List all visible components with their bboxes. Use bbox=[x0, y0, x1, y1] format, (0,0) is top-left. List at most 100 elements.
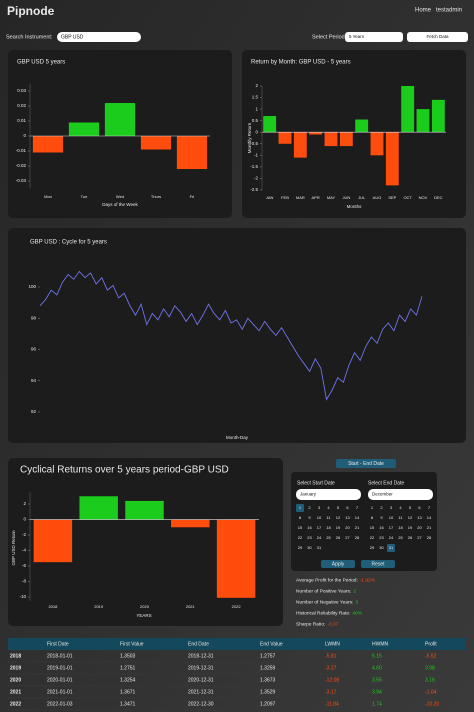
y-tick-label: 2 bbox=[23, 501, 26, 506]
y-tick-label: 0 bbox=[23, 133, 26, 138]
calendar-day: 23 bbox=[379, 535, 384, 540]
apply-label: Apply bbox=[332, 561, 345, 567]
stat-value: 40% bbox=[352, 610, 362, 616]
search-input[interactable] bbox=[57, 32, 141, 42]
y-tick-label: 2 bbox=[255, 83, 258, 88]
end-month-select[interactable] bbox=[368, 489, 433, 500]
calendar-day: 3 bbox=[318, 505, 321, 510]
panel bbox=[8, 458, 283, 626]
table-cell: -1.04 bbox=[425, 689, 437, 695]
stat-label: Number of Negative Years: bbox=[296, 599, 353, 605]
table-cell: 1.3529 bbox=[260, 689, 276, 695]
reset-button[interactable] bbox=[361, 560, 395, 568]
y-tick-label: -0.02 bbox=[16, 163, 27, 168]
x-tick-label: SEP bbox=[388, 195, 396, 200]
calendar-day: 30 bbox=[379, 545, 384, 550]
period-label: Select Period: bbox=[312, 34, 347, 40]
x-axis-label: YEARS bbox=[136, 613, 151, 618]
calendar-day: 19 bbox=[336, 525, 341, 530]
bar bbox=[216, 519, 256, 598]
bar bbox=[355, 119, 369, 133]
bar bbox=[309, 132, 323, 135]
calendar-day: 10 bbox=[389, 515, 394, 520]
search-label: Search Instrument: bbox=[6, 34, 53, 40]
calendar-day: 15 bbox=[370, 525, 375, 530]
calendar-day: 6 bbox=[418, 505, 421, 510]
bar bbox=[293, 132, 307, 158]
date-range-button[interactable] bbox=[336, 459, 396, 468]
calendar-day: 16 bbox=[379, 525, 384, 530]
x-tick-label: FEB bbox=[281, 195, 289, 200]
nav-link[interactable]: Home bbox=[415, 8, 432, 14]
calendar-day: 17 bbox=[389, 525, 394, 530]
table-cell: 2018-01-01 bbox=[47, 653, 73, 659]
x-tick-label: MAR bbox=[296, 195, 305, 200]
x-tick-label: 2021 bbox=[186, 604, 196, 609]
y-tick-label: 0 bbox=[23, 517, 26, 522]
x-tick-label: Tue bbox=[81, 194, 89, 199]
start-month-select[interactable] bbox=[296, 489, 361, 500]
calendar-day: 28 bbox=[355, 535, 360, 540]
y-tick-label: -10 bbox=[19, 594, 26, 599]
x-tick-label: 2022 bbox=[232, 604, 242, 609]
calendar-day: 11 bbox=[398, 515, 403, 520]
bar bbox=[79, 496, 118, 520]
calendar-day: 8 bbox=[299, 515, 302, 520]
table-cell: 2022-01-03 bbox=[47, 701, 73, 707]
calendar-day: 8 bbox=[371, 515, 374, 520]
nav-link[interactable]: testadmin bbox=[436, 8, 462, 14]
bar bbox=[416, 109, 430, 133]
stat-label: Number of Positive Years: bbox=[296, 588, 351, 594]
calendar-day: 29 bbox=[370, 545, 375, 550]
calendar-day: 14 bbox=[355, 515, 360, 520]
table-cell: 1.3673 bbox=[260, 677, 276, 683]
y-tick-label: 98 bbox=[31, 315, 37, 320]
y-axis-label: GBP USD Return bbox=[11, 530, 16, 565]
y-tick-label: -0.01 bbox=[16, 148, 27, 153]
stat-value: 2 bbox=[353, 588, 356, 594]
bar bbox=[278, 132, 292, 144]
period-select[interactable] bbox=[345, 32, 403, 42]
table-cell: 3.16 bbox=[425, 677, 435, 683]
brand: Pipnode bbox=[7, 4, 55, 18]
calendar-day: 4 bbox=[399, 505, 402, 510]
calendar-day: 3 bbox=[390, 505, 393, 510]
table-cell: -5.81 bbox=[325, 653, 337, 659]
calendar-day: 18 bbox=[398, 525, 403, 530]
calendar-day: 26 bbox=[408, 535, 413, 540]
calendar-day: 9 bbox=[308, 515, 311, 520]
table-cell: 1.2757 bbox=[260, 653, 276, 659]
chart-title: Cyclical Returns over 5 years period-GBP… bbox=[20, 465, 229, 476]
calendar-day: 16 bbox=[307, 525, 312, 530]
bar bbox=[401, 86, 415, 133]
x-tick-label: Thurs bbox=[151, 194, 161, 199]
bar bbox=[370, 132, 384, 156]
x-tick-label: NOV bbox=[419, 195, 428, 200]
apply-button[interactable] bbox=[321, 560, 355, 568]
calendar-day: 22 bbox=[298, 535, 303, 540]
table-cell: 1.3671 bbox=[120, 689, 136, 695]
table-cell: 2019-01-01 bbox=[47, 665, 73, 671]
y-tick-label: -1 bbox=[254, 153, 258, 158]
calendar-day: 5 bbox=[337, 505, 340, 510]
reset-label: Reset bbox=[371, 561, 385, 567]
table-cell: 2018 bbox=[10, 653, 21, 659]
column-header: Profit bbox=[425, 641, 437, 647]
bar bbox=[125, 500, 164, 520]
calendar-day: 12 bbox=[336, 515, 341, 520]
bar bbox=[431, 99, 445, 133]
y-tick-label: 0.02 bbox=[17, 103, 26, 108]
x-tick-label: APR bbox=[312, 195, 320, 200]
x-tick-label: 2020 bbox=[140, 604, 150, 609]
y-tick-label: 0.03 bbox=[17, 88, 26, 93]
bar bbox=[68, 122, 100, 136]
y-axis-label: Monthly Return bbox=[247, 122, 252, 153]
bar bbox=[32, 136, 64, 153]
calendar-day: 7 bbox=[356, 505, 359, 510]
x-tick-label: Mon bbox=[44, 194, 52, 199]
calendar-day: 29 bbox=[298, 545, 303, 550]
fetch-button[interactable] bbox=[407, 32, 468, 42]
calendar-day: 27 bbox=[417, 535, 422, 540]
table-cell: -3.27 bbox=[325, 665, 337, 671]
x-axis-label: Days of the Week bbox=[102, 202, 138, 207]
